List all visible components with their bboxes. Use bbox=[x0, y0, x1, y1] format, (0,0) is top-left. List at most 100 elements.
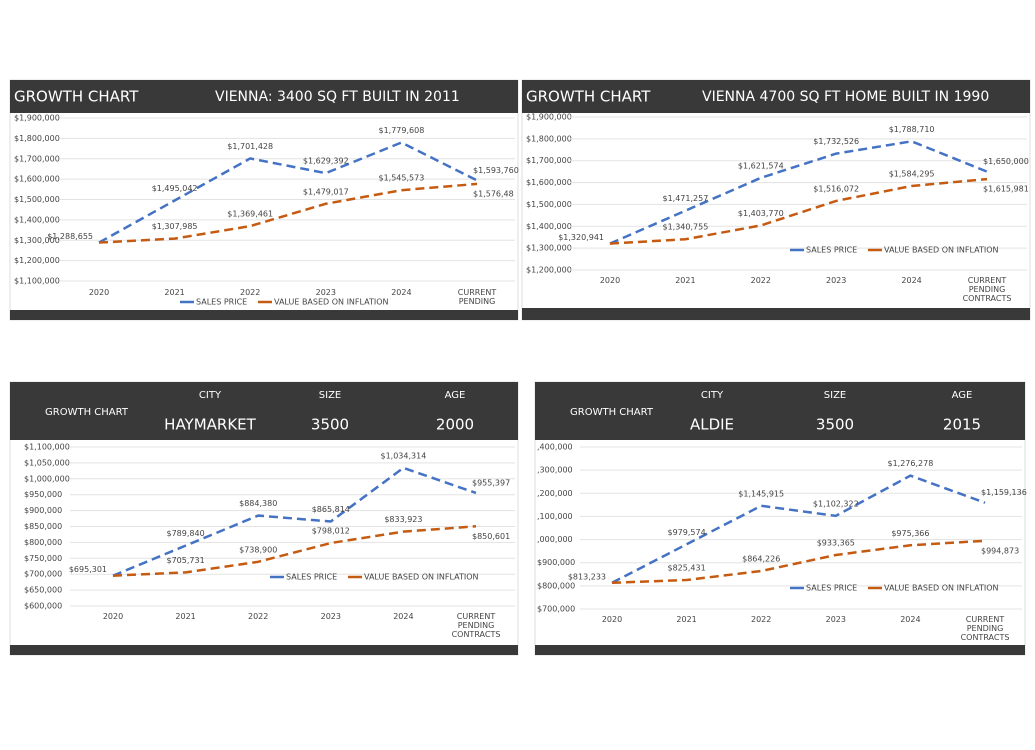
y-tick-label: $650,000 bbox=[24, 586, 62, 595]
data-label: $1,732,526 bbox=[813, 137, 859, 146]
y-tick-label: $1,400,000 bbox=[526, 222, 572, 231]
data-label: $1,403,770 bbox=[738, 209, 784, 218]
header-subtitle: VIENNA 4700 SQ FT HOME BUILT IN 1990 bbox=[702, 89, 989, 105]
data-label: $864,226 bbox=[742, 554, 780, 563]
x-tick-label: 2023 bbox=[320, 612, 341, 621]
data-label: $1,615,981 bbox=[983, 185, 1029, 194]
y-tick-label: $900,000 bbox=[24, 506, 62, 515]
field-label: SIZE bbox=[824, 390, 846, 401]
header-title: GROWTH CHART bbox=[570, 407, 654, 418]
y-tick-label: $850,000 bbox=[24, 522, 62, 531]
y-tick-label: $1,500,000 bbox=[14, 195, 60, 204]
y-tick-label: $600,000 bbox=[24, 602, 62, 611]
y-tick-label: $1,700,000 bbox=[14, 154, 60, 163]
y-tick-label: $1,400,000 bbox=[14, 215, 60, 224]
data-label: $1,621,574 bbox=[738, 161, 784, 170]
data-label: $1,584,295 bbox=[889, 170, 935, 179]
field-value: 3500 bbox=[816, 416, 854, 434]
legend-label: SALES PRICE bbox=[806, 246, 857, 255]
y-tick-label: $1,900,000 bbox=[14, 114, 60, 123]
x-tick-label: 2021 bbox=[175, 612, 196, 621]
header-title: GROWTH CHART bbox=[526, 88, 651, 106]
data-label: $1,650,000 bbox=[983, 157, 1029, 166]
header-subtitle: VIENNA: 3400 SQ FT BUILT IN 2011 bbox=[215, 89, 460, 105]
data-label: $1,495,042 bbox=[152, 184, 198, 193]
header-title: GROWTH CHART bbox=[14, 88, 139, 106]
x-tick-label: 2022 bbox=[240, 288, 261, 297]
data-label: $1,545,573 bbox=[378, 174, 424, 183]
header-bar bbox=[535, 382, 1025, 440]
data-label: $1,307,985 bbox=[152, 222, 198, 231]
data-label: $1,788,710 bbox=[889, 125, 935, 134]
x-tick-label: CURRENT PENDING CONTRACTS bbox=[451, 612, 501, 639]
data-label: $1,701,428 bbox=[227, 142, 273, 151]
footer-bar bbox=[522, 308, 1030, 320]
data-label: $833,923 bbox=[384, 515, 422, 524]
data-label: $705,731 bbox=[167, 556, 205, 565]
field-label: AGE bbox=[445, 390, 466, 401]
y-tick-label: ,200,000 bbox=[537, 489, 573, 498]
data-label: $994,873 bbox=[981, 546, 1019, 555]
field-label: AGE bbox=[952, 390, 973, 401]
x-tick-label: 2024 bbox=[900, 615, 921, 624]
data-label: $1,576,48 bbox=[473, 189, 514, 198]
data-label: $1,479,017 bbox=[303, 187, 349, 196]
legend-label: VALUE BASED ON INFLATION bbox=[364, 573, 479, 582]
y-tick-label: $800,000 bbox=[24, 538, 62, 547]
x-tick-label: 2020 bbox=[88, 288, 110, 297]
series-line bbox=[609, 177, 988, 245]
x-tick-label: 2020 bbox=[601, 615, 623, 624]
x-tick-label: 2022 bbox=[751, 615, 772, 624]
legend-label: VALUE BASED ON INFLATION bbox=[274, 298, 389, 307]
y-tick-label: $1,600,000 bbox=[14, 175, 60, 184]
x-tick-label: 2023 bbox=[315, 288, 336, 297]
footer-bar bbox=[10, 310, 518, 320]
header-bar bbox=[10, 80, 518, 113]
y-tick-label: $1,100,000 bbox=[14, 277, 60, 286]
series-line bbox=[609, 140, 988, 245]
series-line bbox=[98, 141, 478, 244]
data-label: $1,629,392 bbox=[303, 157, 349, 166]
y-tick-label: $950,000 bbox=[24, 490, 62, 499]
header-bar bbox=[522, 80, 1030, 113]
field-value: 2015 bbox=[943, 416, 981, 434]
y-tick-label: $900,000 bbox=[537, 558, 575, 567]
x-tick-label: 2021 bbox=[164, 288, 185, 297]
x-tick-label: 2021 bbox=[675, 276, 696, 285]
y-tick-label: $1,700,000 bbox=[526, 156, 572, 165]
x-tick-label: CURRENT PENDING bbox=[457, 288, 497, 306]
field-value: HAYMARKET bbox=[164, 416, 256, 434]
x-tick-label: 2023 bbox=[825, 615, 846, 624]
data-label: $813,233 bbox=[568, 572, 606, 581]
data-label: $695,301 bbox=[69, 565, 107, 574]
field-label: CITY bbox=[199, 390, 222, 401]
y-tick-label: ,100,000 bbox=[537, 512, 573, 521]
data-label: $1,593,760 bbox=[473, 166, 519, 175]
field-value: ALDIE bbox=[690, 416, 734, 434]
y-tick-label: $750,000 bbox=[24, 554, 62, 563]
y-tick-label: $1,800,000 bbox=[526, 134, 572, 143]
field-label: SIZE bbox=[319, 390, 341, 401]
data-label: $1,145,915 bbox=[738, 489, 784, 498]
data-label: $865,814 bbox=[312, 505, 350, 514]
footer-bar bbox=[10, 645, 518, 655]
data-label: $1,340,755 bbox=[662, 223, 708, 232]
field-label: CITY bbox=[701, 390, 724, 401]
y-tick-label: $700,000 bbox=[537, 605, 575, 614]
data-label: $1,159,136 bbox=[981, 488, 1027, 497]
y-tick-label: $1,000,000 bbox=[24, 474, 70, 483]
y-tick-label: $700,000 bbox=[24, 570, 62, 579]
x-tick-label: 2023 bbox=[826, 276, 847, 285]
legend-label: SALES PRICE bbox=[196, 298, 247, 307]
y-tick-label: $1,800,000 bbox=[14, 134, 60, 143]
footer-bar bbox=[535, 645, 1025, 655]
y-tick-label: ,000,000 bbox=[537, 535, 573, 544]
x-tick-label: 2024 bbox=[393, 612, 414, 621]
x-tick-label: 2020 bbox=[102, 612, 124, 621]
data-label: $955,397 bbox=[472, 478, 510, 487]
data-label: $738,900 bbox=[239, 545, 277, 554]
data-label: $1,288,655 bbox=[47, 232, 93, 241]
data-label: $1,320,941 bbox=[558, 233, 604, 242]
